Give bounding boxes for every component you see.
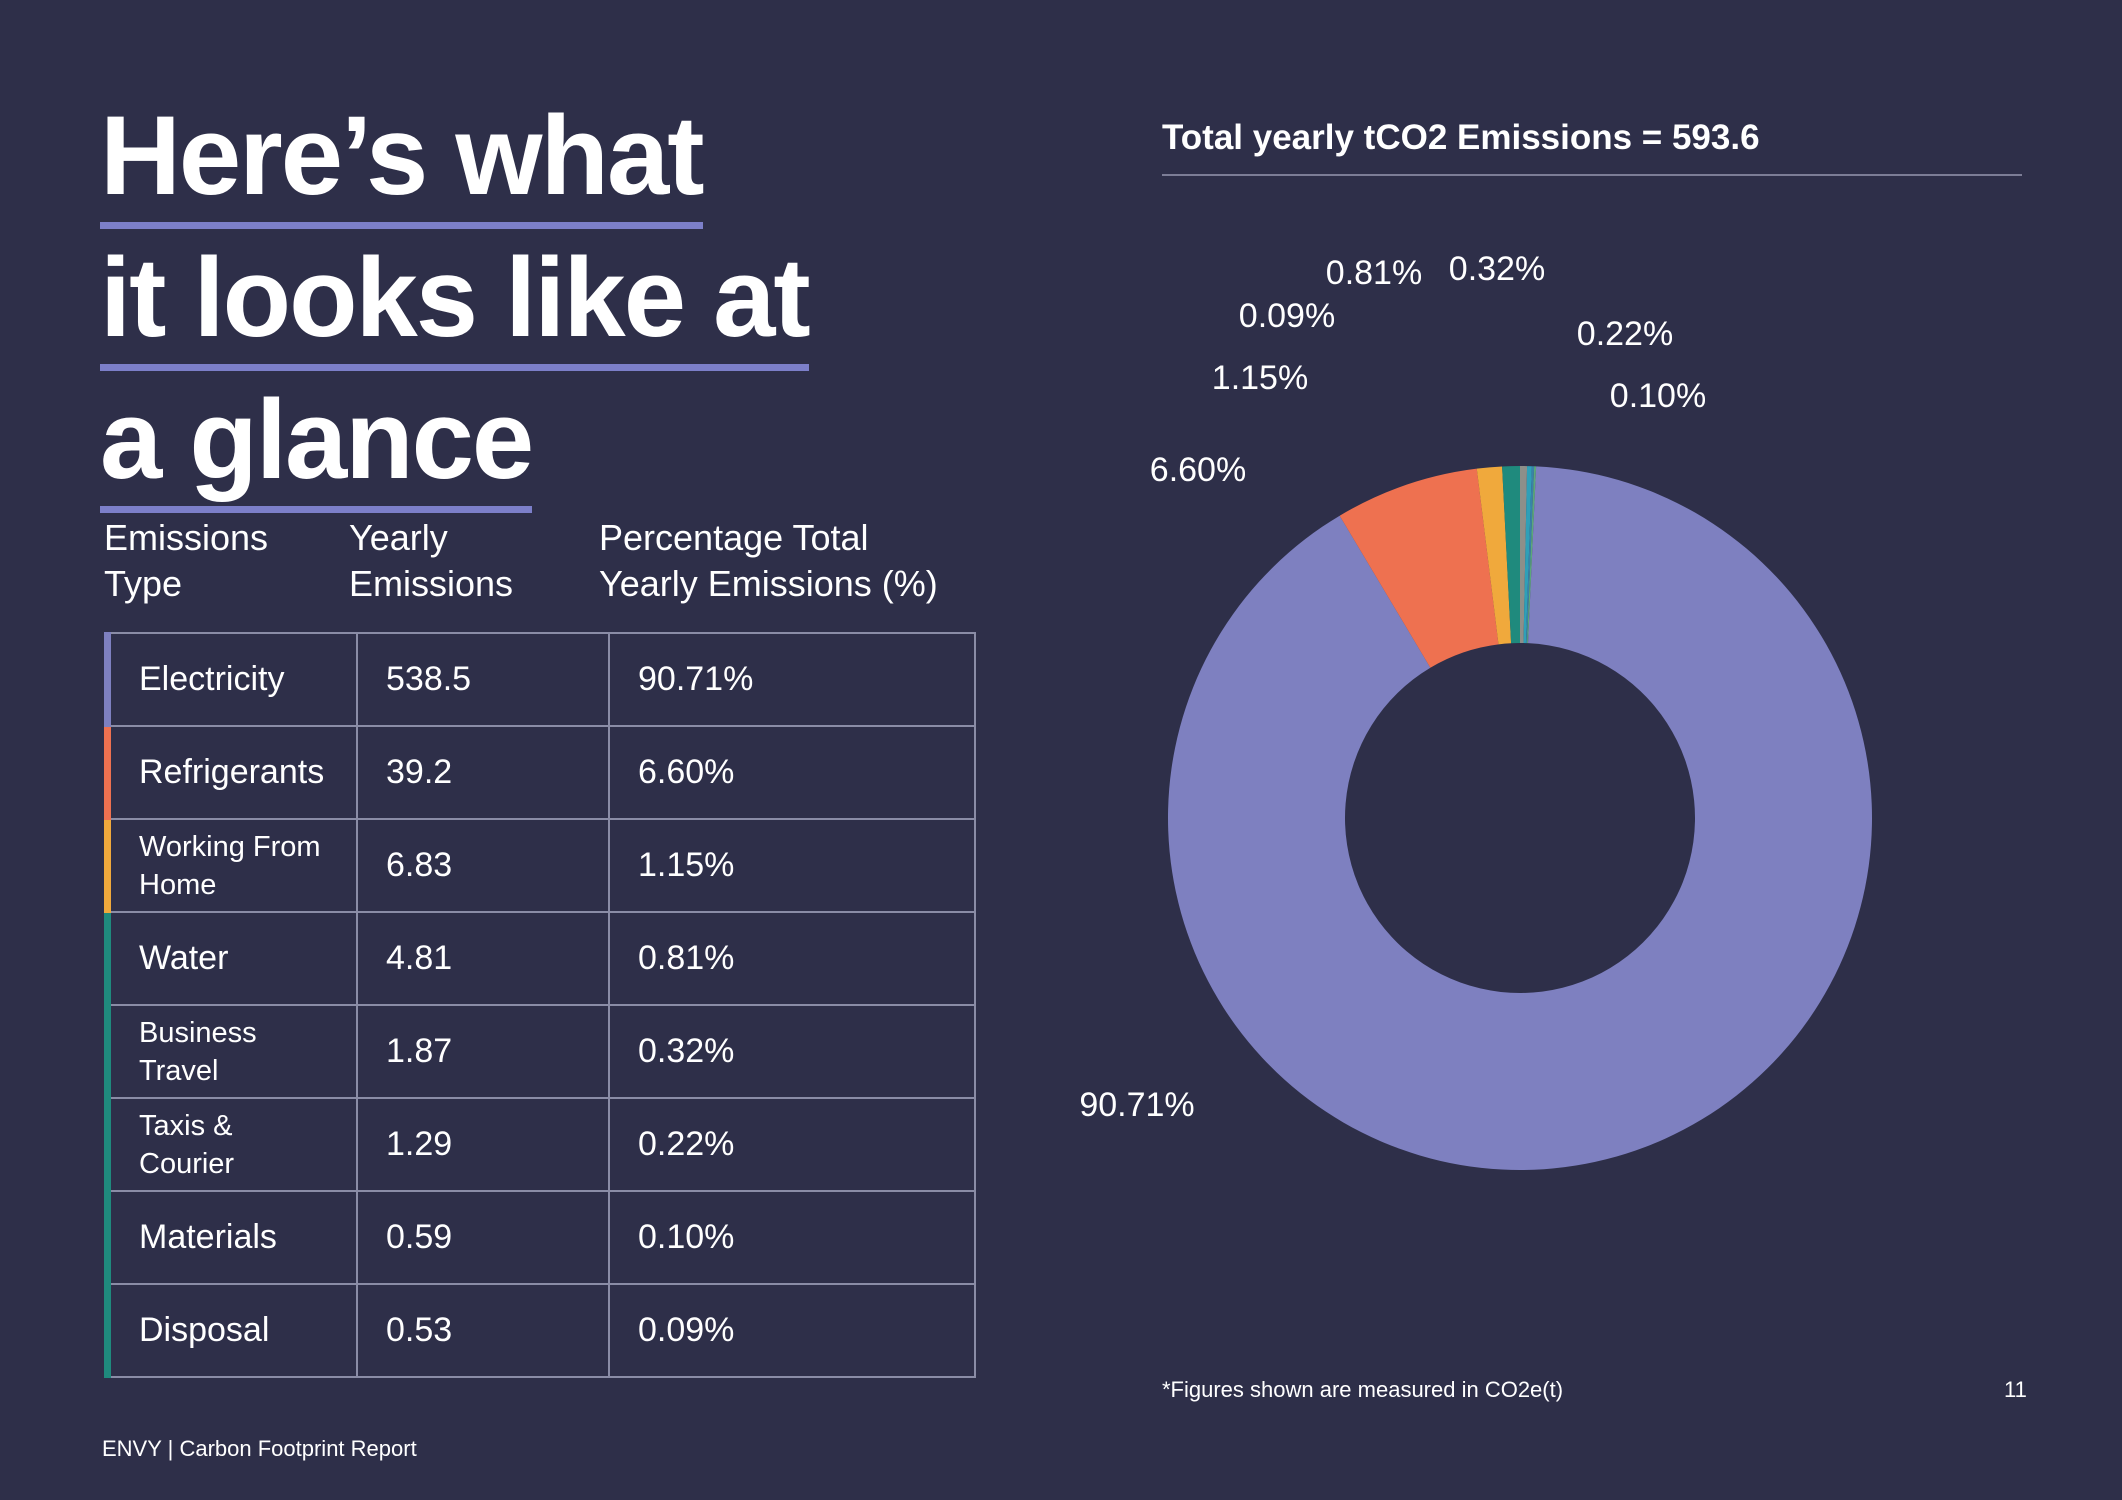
page-number: 11	[2004, 1377, 2027, 1402]
row-value: 538.5	[356, 632, 610, 727]
table-row: Working From Home 6.83 1.15%	[104, 818, 976, 913]
row-value: 39.2	[356, 725, 610, 820]
row-value: 1.87	[356, 1004, 610, 1099]
title-divider	[1162, 174, 2022, 176]
slice-label: 0.10%	[1610, 377, 1706, 415]
row-value: 0.53	[356, 1283, 610, 1378]
footer: ENVY | Carbon Footprint Report	[102, 1436, 417, 1461]
slice-label: 0.81%	[1326, 254, 1422, 292]
row-value: 6.83	[356, 818, 610, 913]
header-emissions-type-line1: Emissions	[104, 517, 269, 558]
header-yearly-line1: Yearly	[349, 517, 448, 558]
slice-label: 0.22%	[1577, 315, 1673, 353]
heading-line-2: it looks like at	[100, 242, 811, 371]
row-percentage: 0.32%	[608, 1004, 976, 1099]
header-yearly-emissions: Yearly Emissions	[349, 515, 513, 607]
table-row: Taxis & Courier 1.29 0.22%	[104, 1097, 976, 1192]
slice-label: 6.60%	[1150, 451, 1246, 489]
row-percentage: 0.81%	[608, 911, 976, 1006]
header-emissions-type-line2: Type	[104, 563, 183, 604]
footnote: *Figures shown are measured in CO2e(t)	[1162, 1377, 1564, 1402]
table-row: Electricity 538.5 90.71%	[104, 632, 976, 727]
row-percentage: 90.71%	[608, 632, 976, 727]
chart-title: Total yearly tCO2 Emissions = 593.6	[1162, 118, 1760, 157]
header-percentage: Percentage Total Yearly Emissions (%)	[599, 515, 938, 607]
slice-label: 1.15%	[1212, 359, 1308, 397]
donut-slice	[1525, 466, 1535, 644]
row-percentage: 0.09%	[608, 1283, 976, 1378]
emissions-table: Electricity 538.5 90.71% Refrigerants 39…	[104, 632, 976, 1378]
donut-slice	[1502, 466, 1520, 644]
donut-slice	[1339, 468, 1499, 668]
header-pct-line1: Percentage Total	[599, 517, 869, 558]
table-row: Business Travel 1.87 0.32%	[104, 1004, 976, 1099]
donut-slice	[1476, 466, 1512, 645]
header-emissions-type: Emissions Type	[104, 515, 268, 607]
heading-line-1: Here’s what	[100, 100, 705, 229]
donut-slice	[1527, 466, 1537, 644]
table-row: Refrigerants 39.2 6.60%	[104, 725, 976, 820]
row-type: Electricity	[104, 632, 358, 727]
heading-line-3: a glance	[100, 384, 534, 513]
row-percentage: 6.60%	[608, 725, 976, 820]
row-value: 4.81	[356, 911, 610, 1006]
row-percentage: 0.22%	[608, 1097, 976, 1192]
table-row: Materials 0.59 0.10%	[104, 1190, 976, 1285]
row-value: 1.29	[356, 1097, 610, 1192]
donut-slice	[1523, 466, 1532, 644]
row-type: Disposal	[104, 1283, 358, 1378]
slice-label: 0.09%	[1239, 297, 1335, 335]
table-row: Water 4.81 0.81%	[104, 911, 976, 1006]
row-type: Materials	[104, 1190, 358, 1285]
header-pct-line2: Yearly Emissions (%)	[599, 563, 938, 604]
row-percentage: 1.15%	[608, 818, 976, 913]
row-type: Working From Home	[104, 818, 358, 913]
row-type: Taxis & Courier	[104, 1097, 358, 1192]
table-row: Disposal 0.53 0.09%	[104, 1283, 976, 1378]
slice-label: 90.71%	[1079, 1086, 1194, 1124]
row-type: Refrigerants	[104, 725, 358, 820]
row-type: Business Travel	[104, 1004, 358, 1099]
header-yearly-line2: Emissions	[349, 563, 514, 604]
row-percentage: 0.10%	[608, 1190, 976, 1285]
slice-label: 0.32%	[1449, 250, 1545, 288]
row-value: 0.59	[356, 1190, 610, 1285]
donut-slice	[1520, 466, 1528, 644]
row-type: Water	[104, 911, 358, 1006]
donut-slice	[1168, 466, 1872, 1170]
